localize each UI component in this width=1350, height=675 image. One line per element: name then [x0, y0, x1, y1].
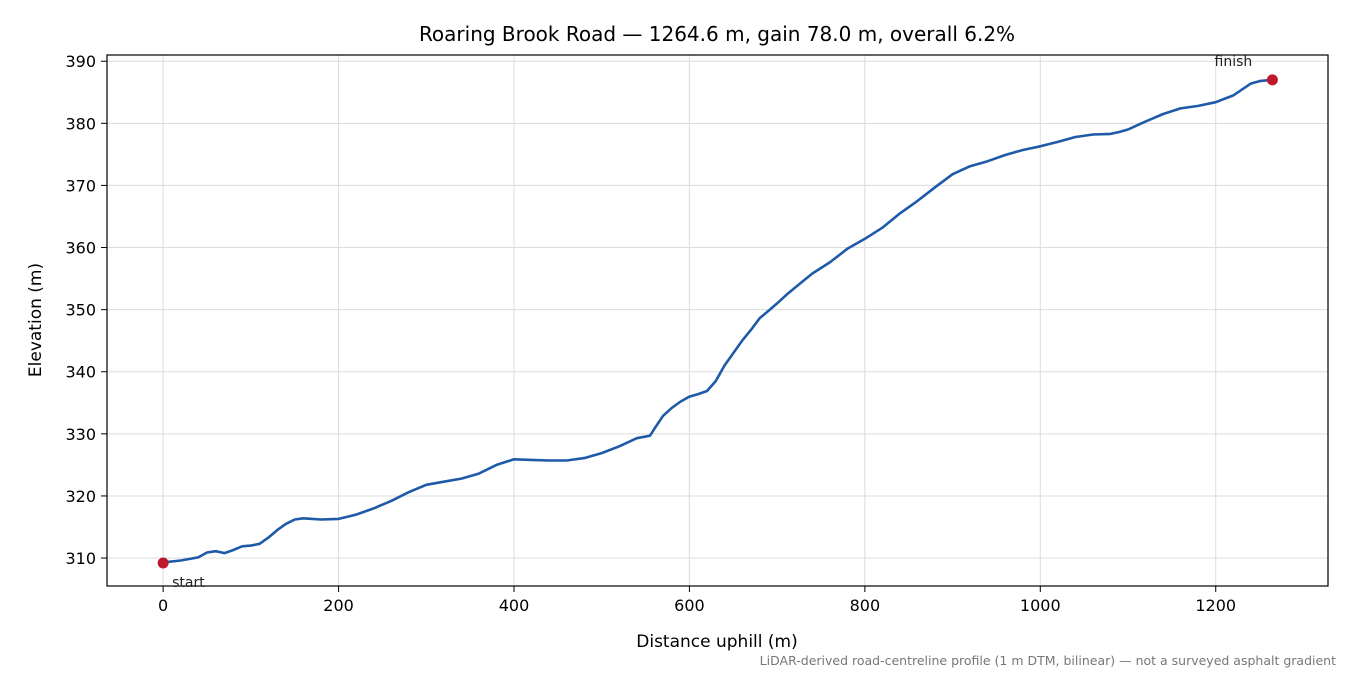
y-tick-label: 390 [65, 52, 96, 71]
axis-ticks: 0 200 400 600 800 1000 1200 310 320 330 340 350 360 3… [65, 52, 1236, 615]
finish-label: finish [1215, 54, 1253, 70]
start-marker [157, 557, 169, 569]
y-tick-label: 330 [65, 425, 96, 444]
elevation-profile-line [162, 78, 1273, 564]
x-tick-label: 1000 [1020, 596, 1061, 615]
plot-frame [106, 54, 1329, 587]
x-tick-label: 1200 [1195, 596, 1236, 615]
grid [107, 55, 1328, 586]
footnote: LiDAR-derived road-centreline profile (1… [760, 653, 1336, 668]
start-label: start [172, 575, 205, 591]
x-tick-label: 400 [499, 596, 530, 615]
x-tick-label: 600 [674, 596, 705, 615]
y-tick-label: 310 [65, 549, 96, 568]
x-axis-label: Distance uphill (m) [636, 632, 797, 652]
x-tick-label: 0 [158, 596, 168, 615]
y-tick-label: 350 [65, 301, 96, 320]
finish-marker [1266, 74, 1278, 86]
y-tick-label: 380 [65, 114, 96, 133]
x-tick-label: 200 [323, 596, 354, 615]
chart-title: Roaring Brook Road — 1264.6 m, gain 78.0… [419, 22, 1015, 46]
y-tick-label: 370 [65, 176, 96, 195]
y-axis-label: Elevation (m) [26, 263, 46, 377]
y-tick-label: 320 [65, 487, 96, 506]
x-tick-label: 800 [850, 596, 881, 615]
y-tick-label: 360 [65, 239, 96, 258]
y-tick-label: 340 [65, 363, 96, 382]
